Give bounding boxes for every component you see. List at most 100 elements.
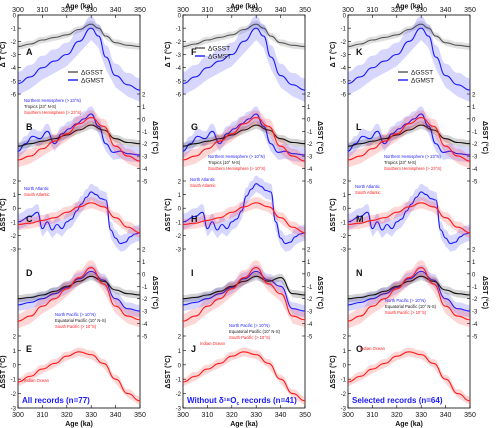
y-tick-label-left: 0 [343, 14, 347, 20]
uncertainty-band [18, 347, 140, 406]
y-tick-label-left: -1 [176, 27, 182, 33]
y-tick-label-left: -3 [176, 407, 182, 413]
series-line [17, 124, 141, 147]
y-tick-label-left: -2 [341, 392, 347, 398]
y-tick-label-right: -2 [472, 142, 478, 148]
uncertainty-band [183, 121, 305, 150]
series-line [182, 270, 306, 312]
x-axis-label-bottom: Age (ka) [395, 421, 423, 428]
y-tick-label-left: -1 [176, 378, 182, 384]
uncertainty-band [18, 197, 140, 239]
x-tick-label-top: 330 [415, 7, 427, 14]
y-tick-label-left: -6 [176, 93, 182, 99]
region-label: South Atlantic [190, 183, 216, 188]
x-tick-label-top: 330 [250, 7, 262, 14]
series-line [182, 202, 306, 234]
y-tick-label-right: -3 [142, 310, 148, 316]
legend-label-gmst: ΔGMST [81, 78, 104, 85]
y-tick-label-left: -3 [176, 53, 182, 59]
x-tick-label-top: 330 [85, 7, 97, 14]
footer-subscript: c [236, 401, 239, 407]
legend-label-gsst: ΔGSST [411, 70, 433, 77]
y-tick-label-right: -4 [307, 322, 313, 328]
x-axis-label-bottom: Age (ka) [65, 421, 93, 428]
series-line [182, 27, 306, 91]
y-tick-label-left: 1 [13, 349, 17, 355]
series-line [347, 267, 471, 322]
y-tick-label-right: -4 [307, 167, 313, 173]
region-label: South Pacific (> 10°S) [55, 324, 97, 329]
y-tick-label-left: 0 [178, 14, 182, 20]
series-line [17, 191, 141, 245]
uncertainty-band [348, 272, 470, 303]
x-axis-label-top: Age (ka) [230, 4, 258, 11]
y-tick-label-right: -5 [307, 180, 313, 186]
x-tick-label-bottom: 310 [37, 412, 49, 419]
y-tick-label-left: -3 [11, 53, 17, 59]
y-tick-label-left: -4 [176, 66, 182, 72]
x-tick-label-top: 320 [61, 7, 73, 14]
y-tick-label-left: -5 [341, 79, 347, 85]
series-line [347, 117, 471, 162]
series-line [17, 275, 141, 300]
series-line [17, 267, 141, 322]
x-tick-label-bottom: 320 [226, 412, 238, 419]
y-tick-label-left: 2 [178, 335, 182, 341]
y-tick-label-left: -5 [11, 79, 17, 85]
y-tick-label-right: -5 [472, 180, 478, 186]
y-axis-label: ΔSST (°C) [0, 355, 7, 388]
panel-letter: L [356, 122, 362, 132]
y-tick-label-left: -2 [176, 234, 182, 240]
region-label: Northern Hemisphere (> 10°N) [208, 154, 266, 159]
y-tick-label-right: 1 [472, 260, 476, 266]
y-axis-label: ΔSST (°C) [151, 276, 159, 309]
uncertainty-band [348, 183, 470, 252]
uncertainty-band [348, 265, 470, 318]
uncertainty-band [183, 110, 305, 169]
uncertainty-band [18, 183, 140, 252]
panel-letter: D [26, 268, 33, 278]
y-tick-label-right: -1 [142, 285, 148, 291]
column-footer: Without δ¹⁸Oc records (n=41) [187, 396, 297, 407]
series-line [182, 113, 306, 156]
uncertainty-band [348, 347, 470, 406]
x-tick-label-top: 320 [226, 7, 238, 14]
y-tick-label-right: -2 [142, 297, 148, 303]
x-axis-label-top: Age (ka) [395, 4, 423, 11]
x-axis-label-top: Age (ka) [65, 4, 93, 11]
y-tick-label-right: -4 [472, 322, 478, 328]
region-label: Indian Ocean [200, 341, 226, 346]
column-frame-0 [17, 14, 141, 409]
uncertainty-band [18, 121, 140, 150]
series-line [17, 202, 141, 234]
panel-letter: C [26, 214, 33, 224]
y-tick-label-right: -1 [142, 130, 148, 136]
x-tick-label-bottom: 340 [110, 412, 122, 419]
y-tick-label-right: 1 [307, 105, 311, 111]
series-line [347, 27, 471, 91]
y-tick-label-right: -3 [472, 310, 478, 316]
series-line [182, 275, 306, 300]
y-tick-label-right: -4 [142, 167, 148, 173]
region-label: Southern Hemisphere (> 10°S) [208, 166, 266, 171]
region-label: North Pacific (> 10°N) [55, 312, 96, 317]
x-tick-label-top: 300 [12, 7, 24, 14]
y-tick-label-right: -2 [142, 142, 148, 148]
series-line [347, 202, 471, 234]
y-tick-label-right: 0 [472, 272, 476, 278]
series-line [17, 113, 141, 156]
y-tick-label-left: -5 [176, 79, 182, 85]
series-line [347, 23, 471, 48]
uncertainty-band [183, 16, 305, 102]
x-tick-label-bottom: 300 [177, 412, 189, 419]
y-axis-label: Δ T (°C) [329, 42, 337, 68]
series-line [182, 117, 306, 162]
panel-letter: I [191, 268, 194, 278]
y-tick-label-left: 2 [178, 180, 182, 186]
y-tick-label-right: 2 [472, 93, 476, 99]
x-tick-label-bottom: 340 [275, 412, 287, 419]
y-tick-label-right: -5 [142, 335, 148, 341]
x-tick-label-bottom: 330 [250, 412, 262, 419]
y-tick-label-right: -1 [472, 130, 478, 136]
y-tick-label-left: -2 [341, 40, 347, 46]
